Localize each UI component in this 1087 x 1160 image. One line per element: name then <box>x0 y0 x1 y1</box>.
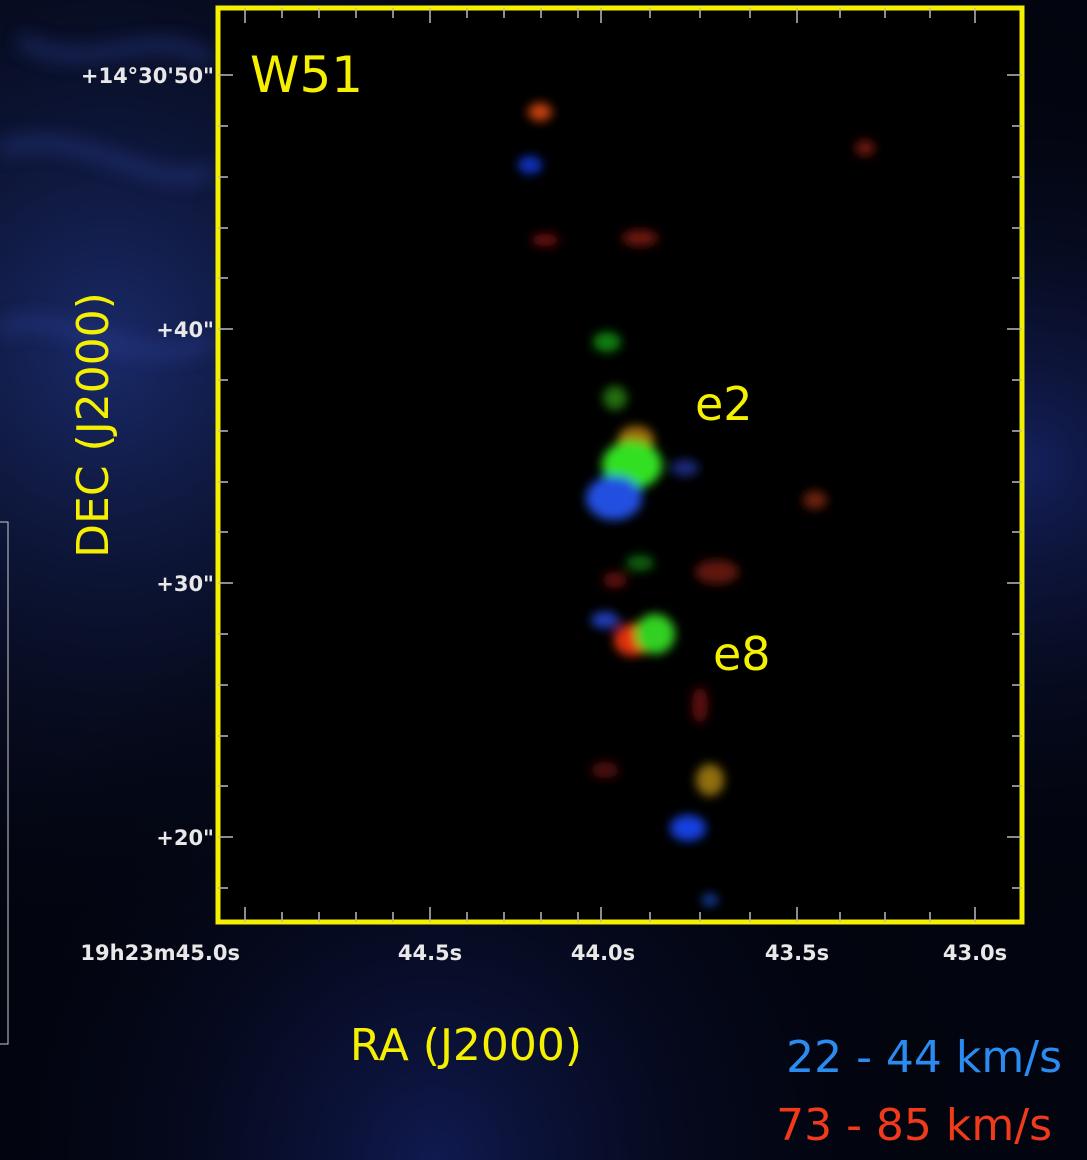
partial-frame <box>0 521 9 1045</box>
x-tick-label: 19h23m45.0s <box>80 941 240 965</box>
y-tick-label: +14°30'50" <box>81 64 214 88</box>
x-tick-label: 44.5s <box>398 941 462 965</box>
x-axis-label: RA (J2000) <box>350 1020 582 1071</box>
x-tick-label: 44.0s <box>571 941 635 965</box>
velocity-range: 22 - 44 km/s <box>786 1032 1062 1083</box>
y-tick-label: +40" <box>156 318 214 342</box>
source-label: e2 <box>695 377 753 431</box>
velocity-range: 73 - 85 km/s <box>776 1100 1052 1151</box>
source-label: e8 <box>713 627 771 681</box>
emission <box>518 103 875 906</box>
y-axis-label: DEC (J2000) <box>68 292 119 558</box>
title: W51 <box>250 46 363 104</box>
map-frame <box>215 5 1025 925</box>
x-tick-label: 43.5s <box>765 941 829 965</box>
y-tick-label: +30" <box>156 572 214 596</box>
x-tick-label: 43.0s <box>943 941 1007 965</box>
image-panel: W51 e2 e8 <box>215 5 1025 925</box>
y-tick-label: +20" <box>156 826 214 850</box>
tick-marks <box>218 8 1022 922</box>
